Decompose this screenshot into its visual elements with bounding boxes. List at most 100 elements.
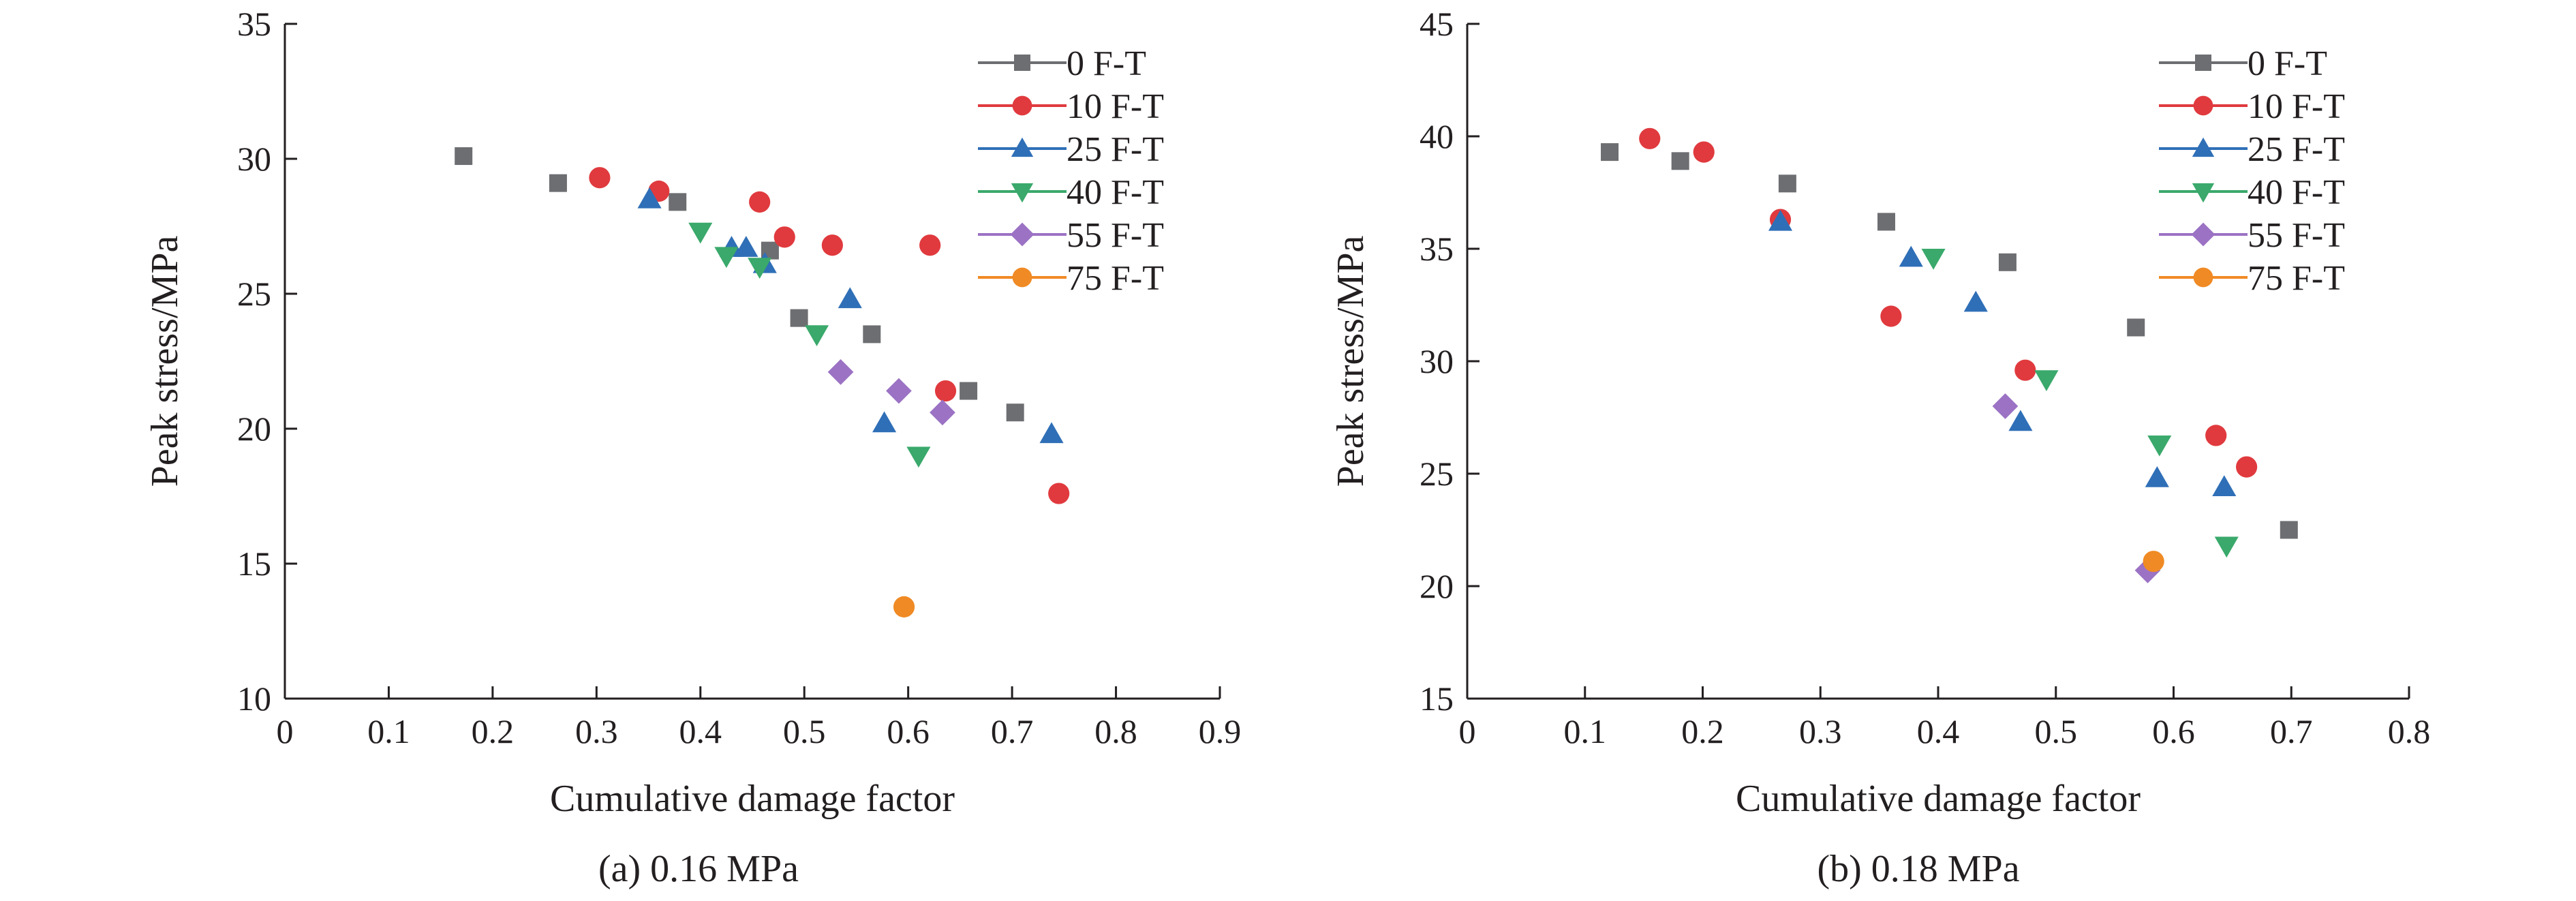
data-point (1639, 127, 1661, 149)
data-point (2127, 318, 2145, 337)
legend-label: 40 F-T (1067, 173, 1164, 212)
x-tick-label: 0.1 (367, 712, 410, 750)
data-point (549, 174, 567, 192)
data-point (2147, 435, 2172, 457)
data-point (930, 399, 955, 426)
data-point (1768, 209, 1793, 231)
data-point (714, 247, 739, 269)
x-tick-label: 0.6 (887, 712, 930, 750)
x-tick-label: 0.4 (679, 712, 722, 750)
data-point (838, 287, 862, 309)
x-tick-label: 0.7 (2270, 712, 2313, 750)
x-tick-label: 0.7 (991, 712, 1034, 750)
legend-marker (1011, 183, 1034, 203)
data-point (790, 309, 808, 327)
data-point (688, 222, 713, 244)
legend-label: 25 F-T (1067, 130, 1164, 169)
data-point (2280, 521, 2298, 539)
y-tick-label: 10 (237, 679, 271, 718)
x-tick-label: 0.9 (1199, 712, 1242, 750)
data-point (1601, 143, 1619, 162)
series-3 (688, 222, 931, 468)
legend-label: 75 F-T (2248, 259, 2345, 298)
legend-marker (1010, 222, 1034, 247)
data-point (1877, 213, 1895, 231)
data-point (934, 380, 957, 402)
x-tick-label: 0.3 (1799, 712, 1842, 750)
x-tick-label: 0.8 (1094, 712, 1137, 750)
x-axis-title: Cumulative damage factor (1736, 778, 2141, 820)
legend-marker (1014, 55, 1030, 71)
x-tick-label: 0.2 (1681, 712, 1724, 750)
data-point (637, 187, 662, 209)
chart-panel-a: 0 0.1 0.2 0.3 0.4 0.5 0.6 0.7 0.8 0.9 10 15 20 25 30 35… (144, 5, 1241, 890)
y-tick-label: 20 (1420, 567, 1454, 605)
data-point (821, 234, 843, 256)
series-4 (827, 358, 955, 426)
data-point (748, 258, 772, 279)
y-axis-title: Peak stress/MPa (144, 236, 186, 487)
y-tick-label: 15 (237, 545, 271, 583)
series-0 (1601, 143, 2298, 539)
legend-label: 75 F-T (1067, 259, 1164, 298)
y-tick-label: 35 (237, 5, 271, 43)
x-tick-label: 0 (277, 712, 294, 750)
data-point (669, 193, 687, 211)
data-point (1880, 305, 1902, 327)
legend-marker (1011, 137, 1034, 157)
legend-label: 0 F-T (1067, 44, 1146, 83)
x-axis-title: Cumulative damage factor (550, 778, 955, 820)
series-3 (1921, 249, 2239, 558)
legend-label: 10 F-T (2248, 87, 2345, 126)
data-point (863, 325, 881, 343)
data-point (455, 147, 473, 166)
y-tick-label: 40 (1420, 117, 1454, 155)
x-tick-label: 0.2 (472, 712, 515, 750)
legend: 0 F-T 10 F-T 25 F-T 40 F-T 55 F-T 75 F-T (978, 44, 1164, 298)
y-tick-label: 30 (237, 140, 271, 178)
data-point (1921, 249, 1946, 270)
legend-label: 25 F-T (2248, 130, 2345, 169)
data-point (1899, 245, 1923, 267)
panel-caption: (b) 0.18 MPa (1817, 848, 2019, 890)
series-0 (455, 147, 1024, 422)
x-tick-label: 0.1 (1564, 712, 1607, 750)
x-tick-label: 0.8 (2388, 712, 2431, 750)
data-point (2034, 370, 2059, 391)
x-tick-label: 0.4 (1917, 712, 1960, 750)
legend: 0 F-T 10 F-T 25 F-T 40 F-T 55 F-T 75 F-T (2159, 44, 2345, 298)
data-point (2236, 456, 2258, 478)
y-axis-title: Peak stress/MPa (1330, 236, 1372, 487)
data-point (773, 226, 795, 248)
legend-marker (2193, 267, 2213, 288)
legend-marker (1012, 95, 1032, 116)
series-5 (2143, 551, 2164, 572)
data-point (886, 378, 912, 404)
series-1 (589, 167, 1070, 504)
legend-label: 55 F-T (1067, 216, 1164, 255)
x-tick-label: 0 (1459, 712, 1476, 750)
data-point (872, 411, 897, 433)
panel-caption: (a) 0.16 MPa (598, 848, 799, 890)
x-tick-label: 0.5 (2035, 712, 2078, 750)
legend-marker (2195, 55, 2211, 71)
x-tick-label: 0.6 (2152, 712, 2195, 750)
data-point (589, 167, 611, 189)
data-point (1693, 141, 1715, 163)
y-tick-label: 20 (237, 410, 271, 448)
y-tick-label: 35 (1420, 230, 1454, 268)
data-point (960, 382, 978, 400)
legend-label: 40 F-T (2248, 173, 2345, 212)
data-point (2214, 536, 2239, 558)
data-point (1671, 152, 1689, 170)
data-point (2143, 551, 2164, 572)
y-tick-label: 30 (1420, 342, 1454, 380)
data-point (906, 446, 931, 468)
legend-label: 55 F-T (2248, 216, 2345, 255)
data-point (1048, 483, 1070, 504)
data-point (734, 236, 758, 257)
data-point (827, 358, 854, 385)
data-point (2212, 475, 2237, 496)
y-tick-label: 25 (1420, 455, 1454, 493)
